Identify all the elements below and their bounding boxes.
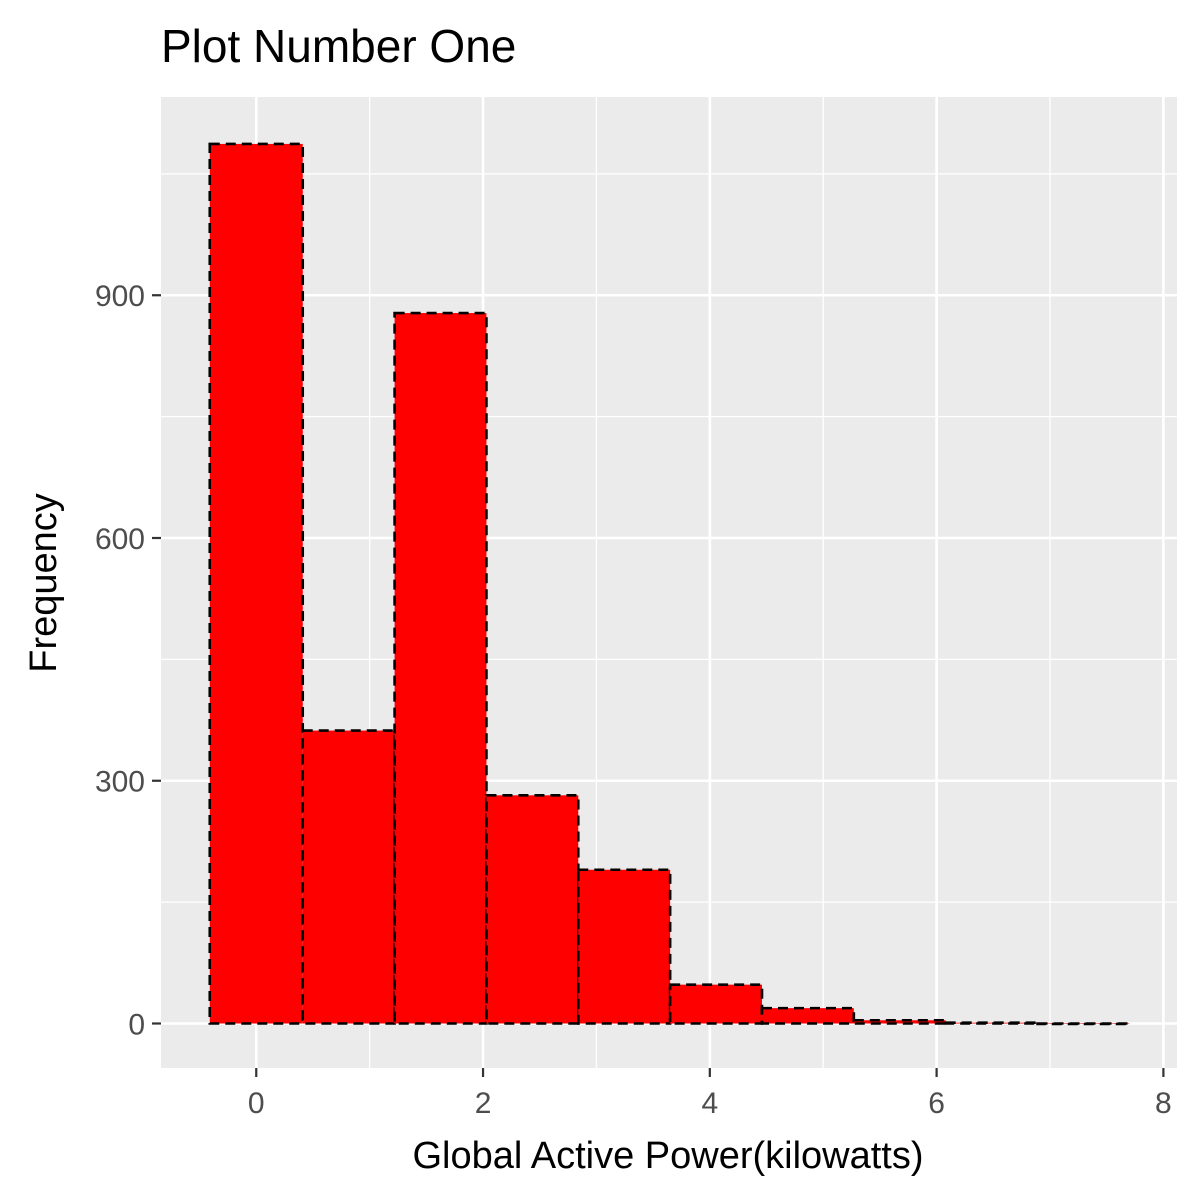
x-tick-label: 2 [475, 1087, 492, 1120]
chart-title: Plot Number One [161, 20, 516, 72]
histogram-bar-7 [852, 1018, 947, 1025]
y-tick-label: 300 [95, 766, 145, 799]
x-tick-label: 4 [701, 1087, 718, 1120]
grid-minor [161, 97, 1177, 1068]
y-axis: 0 300 600 900 [95, 280, 161, 1041]
y-axis-title: Frequency [23, 493, 65, 673]
x-tick-label: 8 [1155, 1087, 1172, 1120]
histogram-bar-5 [668, 983, 764, 1025]
histogram-bar-9 [1036, 1022, 1131, 1026]
histogram-bar-0 [208, 142, 305, 1025]
y-tick-label: 900 [95, 280, 145, 313]
x-axis: 0 2 4 6 8 [248, 1068, 1172, 1120]
y-tick-label: 600 [95, 523, 145, 556]
y-tick-label: 0 [128, 1008, 145, 1041]
histogram-bar-3 [485, 794, 580, 1025]
histogram-bar-2 [393, 311, 488, 1025]
histogram-bar-4 [576, 868, 672, 1025]
histogram-bar-6 [760, 1006, 856, 1025]
x-axis-title: Global Active Power(kilowatts) [412, 1135, 923, 1177]
histogram-bar-1 [301, 729, 396, 1025]
x-tick-label: 0 [248, 1087, 265, 1120]
x-tick-label: 6 [928, 1087, 945, 1120]
bars [208, 142, 1131, 1026]
histogram-bar-8 [944, 1021, 1039, 1025]
